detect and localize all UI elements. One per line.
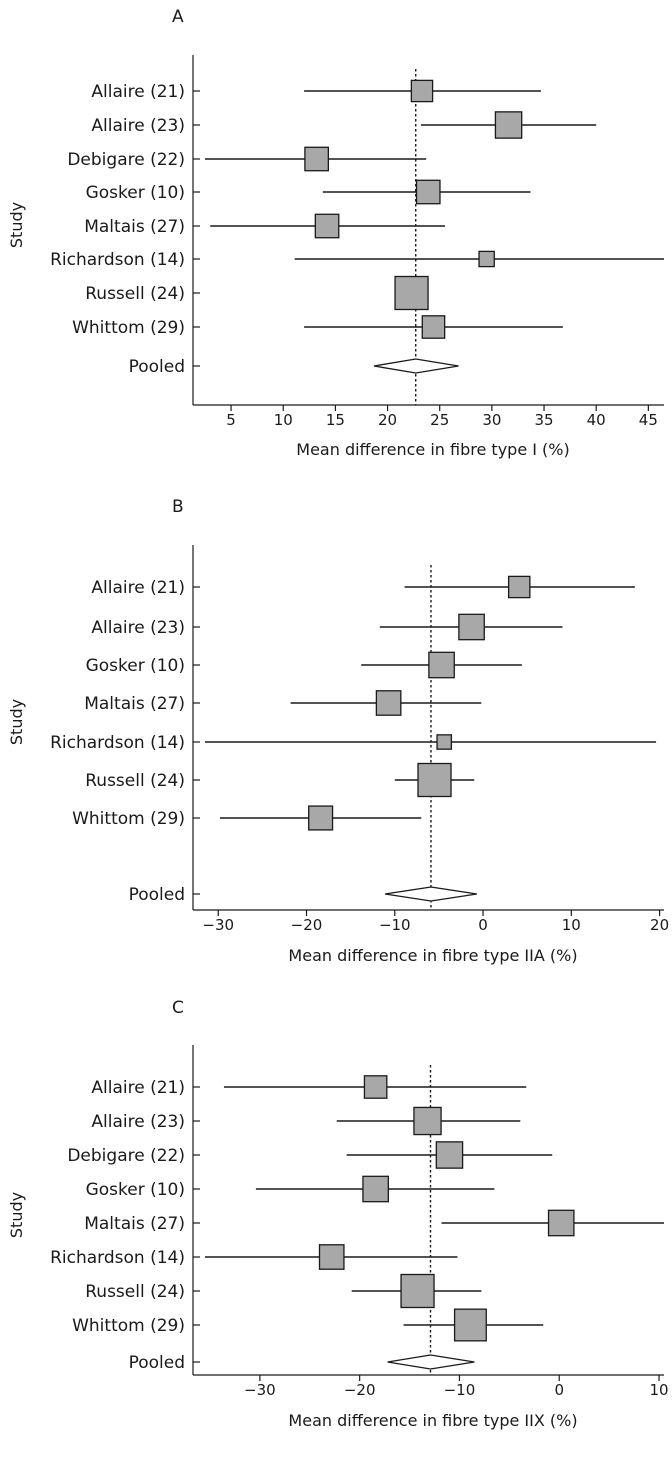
study-estimate-marker xyxy=(394,275,429,311)
study-estimate-marker xyxy=(453,1308,487,1342)
study-label: Allaire (21) xyxy=(91,578,185,598)
y-axis-title: Study xyxy=(7,202,26,248)
study-label: Gosker (10) xyxy=(86,183,185,203)
study-estimate-marker xyxy=(507,575,531,599)
study-estimate-marker xyxy=(478,250,495,268)
study-label: Allaire (23) xyxy=(91,618,185,638)
study-label: Allaire (23) xyxy=(91,116,185,136)
pooled-label: Pooled xyxy=(129,1353,185,1373)
y-axis-title: Study xyxy=(7,699,26,745)
x-tick-label: 40 xyxy=(587,411,606,429)
study-estimate-marker xyxy=(304,146,329,172)
study-label: Russell (24) xyxy=(85,1282,185,1302)
x-tick-label: 0 xyxy=(554,1381,564,1399)
x-axis-title: Mean difference in fibre type IIX (%) xyxy=(288,1411,577,1430)
study-estimate-marker xyxy=(428,651,455,679)
x-tick-label: 0 xyxy=(478,916,488,934)
panel-c: C Study −30 −20 −10 0 10 Mean difference in fib… xyxy=(7,998,669,1430)
study-estimate-marker xyxy=(421,315,446,339)
x-tick-label: −10 xyxy=(379,916,411,934)
x-tick-label: 10 xyxy=(562,916,581,934)
study-estimate-marker xyxy=(417,762,452,798)
x-tick-label: 10 xyxy=(274,411,293,429)
study-label: Allaire (21) xyxy=(91,82,185,102)
study-estimate-marker xyxy=(318,1244,345,1270)
pooled-estimate-diamond xyxy=(384,886,477,902)
panel-a: A Study 5 10 15 20 25 30 35 40 45 Mean difference i… xyxy=(7,7,664,459)
study-label: Debigare (22) xyxy=(67,150,185,170)
pooled-label: Pooled xyxy=(129,357,185,377)
x-tick-label: 5 xyxy=(226,411,236,429)
pooled-estimate-diamond xyxy=(387,1354,475,1370)
study-estimate-marker xyxy=(435,1141,464,1169)
study-estimate-marker xyxy=(314,213,340,239)
pooled-label: Pooled xyxy=(129,885,185,905)
study-label: Whittom (29) xyxy=(72,809,185,829)
study-label: Whittom (29) xyxy=(72,1316,185,1336)
x-tick-label: −20 xyxy=(344,1381,376,1399)
x-tick-label: 20 xyxy=(650,916,669,934)
x-tick-label: −10 xyxy=(444,1381,476,1399)
study-estimate-marker xyxy=(375,690,402,716)
study-estimate-marker xyxy=(415,179,441,205)
study-label: Allaire (23) xyxy=(91,1112,185,1132)
study-estimate-marker xyxy=(458,613,485,641)
study-label: Maltais (27) xyxy=(84,694,185,714)
study-label: Gosker (10) xyxy=(86,656,185,676)
study-estimate-marker xyxy=(413,1106,442,1136)
x-tick-label: 20 xyxy=(378,411,397,429)
study-label: Richardson (14) xyxy=(50,733,185,753)
study-estimate-marker xyxy=(308,805,334,831)
x-tick-label: −30 xyxy=(244,1381,276,1399)
study-estimate-marker xyxy=(436,734,453,750)
study-label: Richardson (14) xyxy=(50,1248,185,1268)
study-label: Allaire (21) xyxy=(91,1078,185,1098)
x-tick-label: 30 xyxy=(482,411,501,429)
x-tick-label: 25 xyxy=(430,411,449,429)
x-tick-label: 35 xyxy=(534,411,553,429)
study-estimate-marker xyxy=(494,111,523,139)
x-axis-title: Mean difference in fibre type I (%) xyxy=(296,440,569,459)
study-label: Maltais (27) xyxy=(84,217,185,237)
panel-label: B xyxy=(172,497,184,517)
x-tick-label: 10 xyxy=(649,1381,668,1399)
study-label: Russell (24) xyxy=(85,284,185,304)
study-estimate-marker xyxy=(362,1175,389,1203)
study-label: Richardson (14) xyxy=(50,250,185,270)
study-label: Russell (24) xyxy=(85,771,185,791)
study-estimate-marker xyxy=(400,1273,435,1309)
x-tick-label: −20 xyxy=(291,916,323,934)
pooled-estimate-diamond xyxy=(373,358,459,374)
study-estimate-marker xyxy=(547,1209,575,1237)
study-label: Debigare (22) xyxy=(67,1146,185,1166)
study-estimate-marker xyxy=(410,79,434,103)
study-label: Whittom (29) xyxy=(72,318,185,338)
study-label: Maltais (27) xyxy=(84,1214,185,1234)
y-axis-title: Study xyxy=(7,1192,26,1238)
panel-b: B Study −30 −20 −10 0 10 20 Mean difference in f… xyxy=(7,497,669,965)
panel-label: A xyxy=(172,7,184,27)
panel-label: C xyxy=(172,998,184,1018)
x-tick-label: 45 xyxy=(639,411,658,429)
study-estimate-marker xyxy=(363,1075,388,1099)
x-tick-label: −30 xyxy=(202,916,234,934)
study-label: Gosker (10) xyxy=(86,1180,185,1200)
x-tick-label: 15 xyxy=(326,411,345,429)
x-axis-title: Mean difference in fibre type IIA (%) xyxy=(288,946,577,965)
